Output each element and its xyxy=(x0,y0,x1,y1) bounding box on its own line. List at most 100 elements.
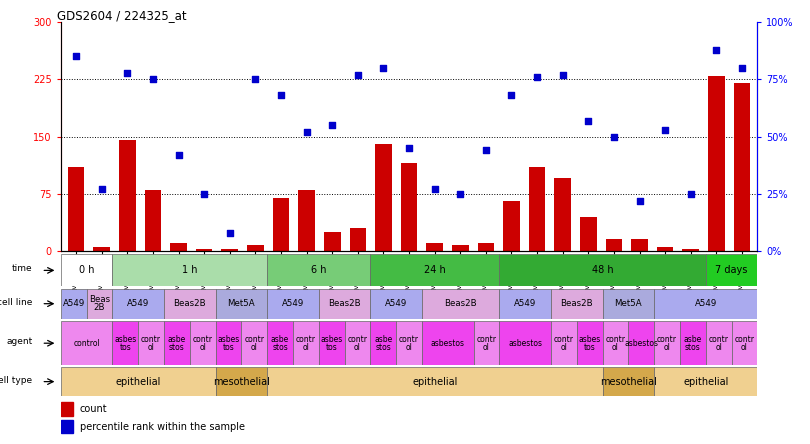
Text: contr
ol: contr ol xyxy=(245,335,264,352)
Text: A549: A549 xyxy=(385,299,407,308)
Point xyxy=(96,186,109,193)
Bar xyxy=(267,254,370,286)
Bar xyxy=(145,190,161,251)
Bar xyxy=(61,367,215,396)
Text: GDS2604 / 224325_at: GDS2604 / 224325_at xyxy=(58,9,187,22)
Text: asbestos: asbestos xyxy=(625,339,659,348)
Text: asbes
tos: asbes tos xyxy=(321,335,343,352)
Bar xyxy=(577,321,603,365)
Text: epithelial: epithelial xyxy=(412,377,458,387)
Bar xyxy=(370,321,396,365)
Bar xyxy=(298,190,315,251)
Text: cell type: cell type xyxy=(0,376,32,385)
Point xyxy=(224,229,237,236)
Bar xyxy=(113,321,139,365)
Text: contr
ol: contr ol xyxy=(347,335,368,352)
Point xyxy=(428,186,441,193)
Bar xyxy=(113,289,164,319)
Bar xyxy=(551,289,603,319)
Text: time: time xyxy=(12,264,32,274)
Bar xyxy=(61,420,73,433)
Bar xyxy=(293,321,319,365)
Text: 0 h: 0 h xyxy=(79,266,94,275)
Text: agent: agent xyxy=(6,337,32,345)
Bar xyxy=(606,239,622,251)
Text: Met5A: Met5A xyxy=(615,299,642,308)
Bar xyxy=(113,254,267,286)
Bar xyxy=(529,167,545,251)
Point xyxy=(147,76,160,83)
Bar xyxy=(654,367,757,396)
Bar xyxy=(319,321,344,365)
Bar xyxy=(215,367,267,396)
Text: 48 h: 48 h xyxy=(592,266,613,275)
Bar xyxy=(603,289,654,319)
Bar xyxy=(422,321,474,365)
Bar xyxy=(734,83,750,251)
Text: Beas2B: Beas2B xyxy=(561,299,593,308)
Text: epithelial: epithelial xyxy=(683,377,728,387)
Bar xyxy=(680,321,706,365)
Bar xyxy=(241,321,267,365)
Bar xyxy=(61,289,87,319)
Point xyxy=(301,128,313,135)
Text: asbes
tos: asbes tos xyxy=(578,335,601,352)
Bar xyxy=(190,321,215,365)
Bar xyxy=(580,217,597,251)
Bar xyxy=(349,228,366,251)
Bar xyxy=(706,254,757,286)
Bar xyxy=(93,247,110,251)
Text: contr
ol: contr ol xyxy=(709,335,729,352)
Bar xyxy=(68,167,84,251)
Point xyxy=(454,190,467,197)
Point xyxy=(172,151,185,159)
Point xyxy=(608,133,620,140)
Text: contr
ol: contr ol xyxy=(141,335,161,352)
Text: 1 h: 1 h xyxy=(182,266,198,275)
Bar xyxy=(221,250,238,251)
Text: asbestos: asbestos xyxy=(431,339,465,348)
Bar xyxy=(474,321,499,365)
Bar xyxy=(61,254,113,286)
Bar xyxy=(170,243,187,251)
Point xyxy=(556,71,569,78)
Point xyxy=(531,74,544,81)
Bar xyxy=(164,321,190,365)
Bar xyxy=(499,289,551,319)
Text: contr
ol: contr ol xyxy=(735,335,754,352)
Bar xyxy=(324,232,340,251)
Text: asbe
stos: asbe stos xyxy=(684,335,702,352)
Point xyxy=(121,69,134,76)
Text: contr
ol: contr ol xyxy=(657,335,677,352)
Text: Beas2B: Beas2B xyxy=(173,299,206,308)
Text: mesothelial: mesothelial xyxy=(213,377,270,387)
Bar xyxy=(452,245,469,251)
Bar xyxy=(87,289,113,319)
Bar xyxy=(370,289,422,319)
Bar xyxy=(401,163,417,251)
Text: mesothelial: mesothelial xyxy=(600,377,657,387)
Bar xyxy=(708,75,725,251)
Bar xyxy=(731,321,757,365)
Text: Beas
2B: Beas 2B xyxy=(89,295,110,312)
Text: asbe
stos: asbe stos xyxy=(168,335,186,352)
Text: Beas2B: Beas2B xyxy=(445,299,477,308)
Point xyxy=(352,71,365,78)
Bar xyxy=(499,321,551,365)
Text: A549: A549 xyxy=(282,299,304,308)
Text: A549: A549 xyxy=(514,299,536,308)
Point xyxy=(633,197,646,204)
Text: count: count xyxy=(80,404,108,414)
Bar xyxy=(499,254,706,286)
Bar xyxy=(196,249,212,251)
Bar xyxy=(603,367,654,396)
Point xyxy=(249,76,262,83)
Bar xyxy=(422,289,499,319)
Bar xyxy=(273,198,289,251)
Bar xyxy=(344,321,370,365)
Point xyxy=(710,46,723,53)
Text: A549: A549 xyxy=(695,299,717,308)
Text: Beas2B: Beas2B xyxy=(328,299,361,308)
Point xyxy=(70,53,83,60)
Text: 6 h: 6 h xyxy=(311,266,326,275)
